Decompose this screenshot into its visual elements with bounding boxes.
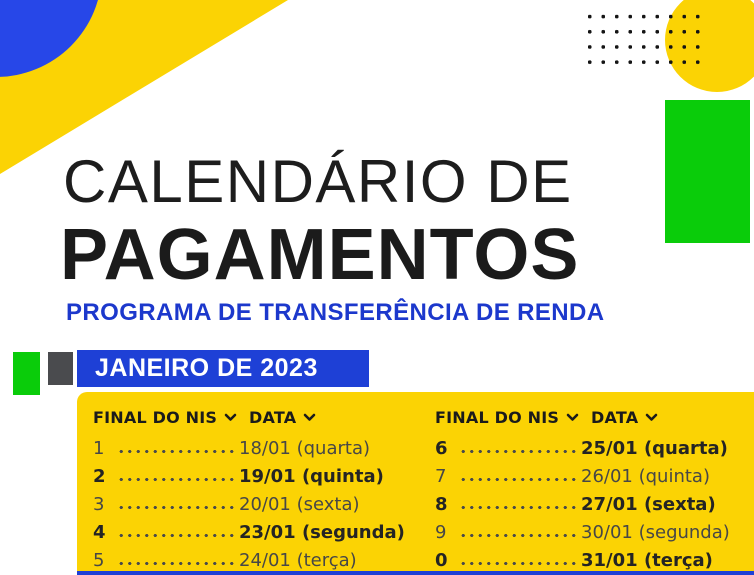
bottom-blue-strip: [77, 571, 754, 575]
header-data: DATA: [249, 407, 297, 427]
table-row: 9 30/01 (segunda): [435, 518, 747, 546]
table-header: FINAL DO NIS DATA: [435, 406, 747, 428]
nis-digit: 4: [93, 521, 106, 543]
banner-gray-square: [48, 352, 73, 385]
payment-date: 18/01 (quarta): [239, 437, 370, 459]
poster-title-line2: PAGAMENTOS: [60, 215, 580, 295]
table-header: FINAL DO NIS DATA: [93, 406, 405, 428]
payments-table-panel: FINAL DO NIS DATA 1 18/01 (quarta): [77, 392, 754, 575]
month-banner: JANEIRO DE 2023: [77, 350, 369, 387]
table-rows: 6 25/01 (quarta) 7 26/01 (quinta) 8 27/0…: [435, 434, 747, 574]
chevron-down-icon: [224, 413, 237, 422]
table-column-left: FINAL DO NIS DATA 1 18/01 (quarta): [93, 406, 405, 574]
dotted-leader: [459, 448, 577, 454]
nis-digit: 0: [435, 549, 448, 571]
table-column-right: FINAL DO NIS DATA 6 25/01 (quarta): [435, 406, 747, 574]
dotted-leader: [459, 504, 577, 510]
payment-date: 19/01 (quinta): [239, 465, 384, 487]
table-row: 1 18/01 (quarta): [93, 434, 405, 462]
nis-digit: 8: [435, 493, 448, 515]
dotted-leader: [117, 448, 235, 454]
nis-digit: 3: [93, 493, 105, 515]
table-row: 5 24/01 (terça): [93, 546, 405, 574]
header-final-do-nis: FINAL DO NIS: [435, 407, 560, 427]
poster-title-line1: CALENDÁRIO DE: [63, 148, 573, 215]
chevron-down-icon: [566, 413, 579, 422]
dots-pattern: [583, 9, 705, 70]
table-row: 7 26/01 (quinta): [435, 462, 747, 490]
payment-date: 27/01 (sexta): [581, 493, 716, 515]
dotted-leader: [117, 476, 235, 482]
dotted-leader: [459, 476, 577, 482]
table-row: 4 23/01 (segunda): [93, 518, 405, 546]
dotted-leader: [117, 504, 235, 510]
month-banner-label: JANEIRO DE 2023: [95, 354, 318, 382]
nis-digit: 6: [435, 437, 448, 459]
nis-digit: 7: [435, 465, 447, 487]
table-row: 2 19/01 (quinta): [93, 462, 405, 490]
payment-date: 31/01 (terça): [581, 549, 713, 571]
table-row: 8 27/01 (sexta): [435, 490, 747, 518]
payment-date: 26/01 (quinta): [581, 465, 710, 487]
table-row: 0 31/01 (terça): [435, 546, 747, 574]
table-row: 3 20/01 (sexta): [93, 490, 405, 518]
green-square-shape: [665, 100, 750, 243]
payment-date: 30/01 (segunda): [581, 521, 730, 543]
nis-digit: 5: [93, 549, 105, 571]
payment-date: 24/01 (terça): [239, 549, 357, 571]
dotted-leader: [459, 560, 577, 566]
dotted-leader: [459, 532, 577, 538]
nis-digit: 2: [93, 465, 106, 487]
poster-subtitle: PROGRAMA DE TRANSFERÊNCIA DE RENDA: [66, 299, 605, 326]
banner-green-square: [13, 352, 40, 395]
chevron-down-icon: [303, 413, 316, 422]
table-rows: 1 18/01 (quarta) 2 19/01 (quinta) 3 20/0…: [93, 434, 405, 574]
nis-digit: 1: [93, 437, 105, 459]
payment-date: 25/01 (quarta): [581, 437, 728, 459]
header-data: DATA: [591, 407, 639, 427]
table-row: 6 25/01 (quarta): [435, 434, 747, 462]
payment-date: 23/01 (segunda): [239, 521, 405, 543]
chevron-down-icon: [645, 413, 658, 422]
header-final-do-nis: FINAL DO NIS: [93, 407, 218, 427]
nis-digit: 9: [435, 521, 447, 543]
dotted-leader: [117, 560, 235, 566]
dotted-leader: [117, 532, 235, 538]
payment-date: 20/01 (sexta): [239, 493, 360, 515]
